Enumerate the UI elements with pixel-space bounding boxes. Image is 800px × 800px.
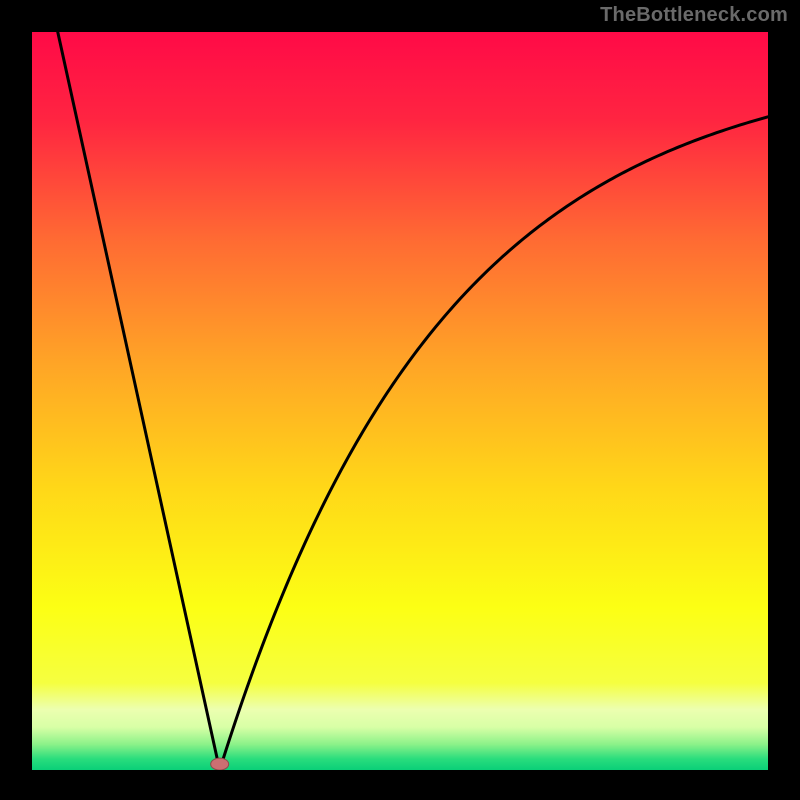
plot-background (32, 32, 768, 770)
minimum-marker (211, 758, 229, 770)
bottleneck-plot (32, 32, 768, 770)
chart-frame: TheBottleneck.com (0, 0, 800, 800)
attribution-text: TheBottleneck.com (600, 4, 788, 27)
